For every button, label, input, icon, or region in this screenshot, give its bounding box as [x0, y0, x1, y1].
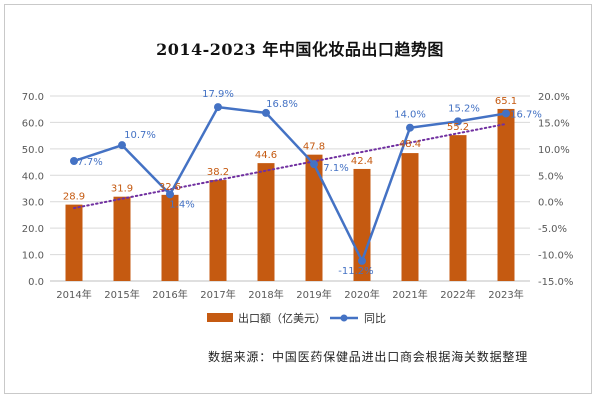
bar — [401, 153, 419, 281]
y-right-tick-label: 5.0% — [538, 171, 563, 182]
y-left-tick-label: 0.0 — [28, 277, 44, 288]
y-right-tick-label: 10.0% — [538, 145, 570, 156]
x-tick-label: 2023年 — [488, 288, 523, 301]
yoy-value-label: 16.8% — [266, 99, 298, 110]
bar-value-label: 44.6 — [255, 150, 277, 161]
yoy-point — [214, 103, 222, 112]
y-right-tick-label: 0.0% — [538, 198, 563, 209]
bar — [65, 204, 83, 281]
bar-value-label: 38.2 — [207, 167, 229, 178]
x-tick-label: 2021年 — [392, 288, 427, 301]
y-left-tick-label: 40.0 — [22, 171, 44, 182]
bar-value-label: 31.9 — [111, 184, 133, 195]
y-left-tick-label: 10.0 — [22, 251, 44, 262]
bar-value-label: 47.8 — [303, 142, 325, 153]
x-tick-label: 2020年 — [344, 288, 379, 301]
legend-bar-swatch — [207, 313, 233, 322]
yoy-point — [118, 141, 126, 150]
x-tick-label: 2014年 — [56, 288, 91, 301]
legend-line-marker — [340, 314, 348, 322]
yoy-value-label: 14.0% — [394, 110, 426, 121]
yoy-point — [406, 123, 414, 132]
y-left-tick-label: 30.0 — [22, 198, 44, 209]
bar — [209, 180, 227, 281]
legend-line-label: 同比 — [364, 312, 386, 325]
x-tick-label: 2018年 — [248, 288, 283, 301]
bar — [449, 135, 467, 281]
bar — [113, 196, 131, 281]
bar-value-label: 55.2 — [447, 122, 469, 133]
yoy-point — [358, 256, 366, 265]
yoy-line — [73, 105, 507, 263]
yoy-point — [310, 160, 318, 169]
yoy-value-label: 7.1% — [323, 163, 348, 174]
chart-title: 2014-2023 年中国化妆品出口趋势图 — [156, 40, 444, 59]
y-right-tick-label: 20.0% — [538, 92, 570, 103]
yoy-point — [454, 117, 462, 126]
yoy-point — [262, 108, 270, 117]
x-tick-label: 2022年 — [440, 288, 475, 301]
y-right-tick-label: 15.0% — [538, 118, 570, 129]
chart-frame — [4, 4, 592, 394]
yoy-value-label: -11.2% — [338, 266, 373, 277]
yoy-value-label: 1.4% — [169, 199, 194, 210]
yoy-value-label: 16.7% — [510, 109, 542, 120]
yoy-value-label: 7.7% — [77, 157, 102, 168]
yoy-point — [70, 157, 78, 166]
x-tick-label: 2015年 — [104, 288, 139, 301]
x-tick-label: 2019年 — [296, 288, 331, 301]
trendline — [73, 122, 507, 210]
yoy-value-label: 10.7% — [124, 130, 156, 141]
x-tick-label: 2017年 — [200, 288, 235, 301]
yoy-point — [502, 109, 510, 118]
y-right-tick-label: -10.0% — [538, 251, 573, 262]
x-tick-label: 2016年 — [152, 288, 187, 301]
bar-value-label: 28.9 — [63, 192, 85, 203]
legend-bar-label: 出口额（亿美元） — [238, 311, 326, 325]
y-right-tick-label: -5.0% — [538, 224, 567, 235]
y-left-tick-label: 60.0 — [22, 118, 44, 129]
source-note: 数据来源：中国医药保健品进出口商会根据海关数据整理 — [208, 350, 529, 364]
yoy-point — [166, 190, 174, 199]
bar-value-label: 48.4 — [399, 139, 421, 150]
bar — [305, 154, 323, 281]
bar — [161, 194, 179, 281]
yoy-value-label: 15.2% — [448, 103, 480, 114]
y-left-tick-label: 20.0 — [22, 224, 44, 235]
y-right-tick-label: -15.0% — [538, 277, 573, 288]
yoy-value-label: 17.9% — [202, 89, 234, 100]
bar-value-label: 32.6 — [159, 182, 181, 193]
y-left-tick-label: 70.0 — [22, 92, 44, 103]
y-left-tick-label: 50.0 — [22, 145, 44, 156]
bar-value-label: 65.1 — [495, 96, 517, 107]
bar-value-label: 42.4 — [351, 156, 373, 167]
bar — [257, 163, 275, 281]
bar — [497, 108, 515, 281]
